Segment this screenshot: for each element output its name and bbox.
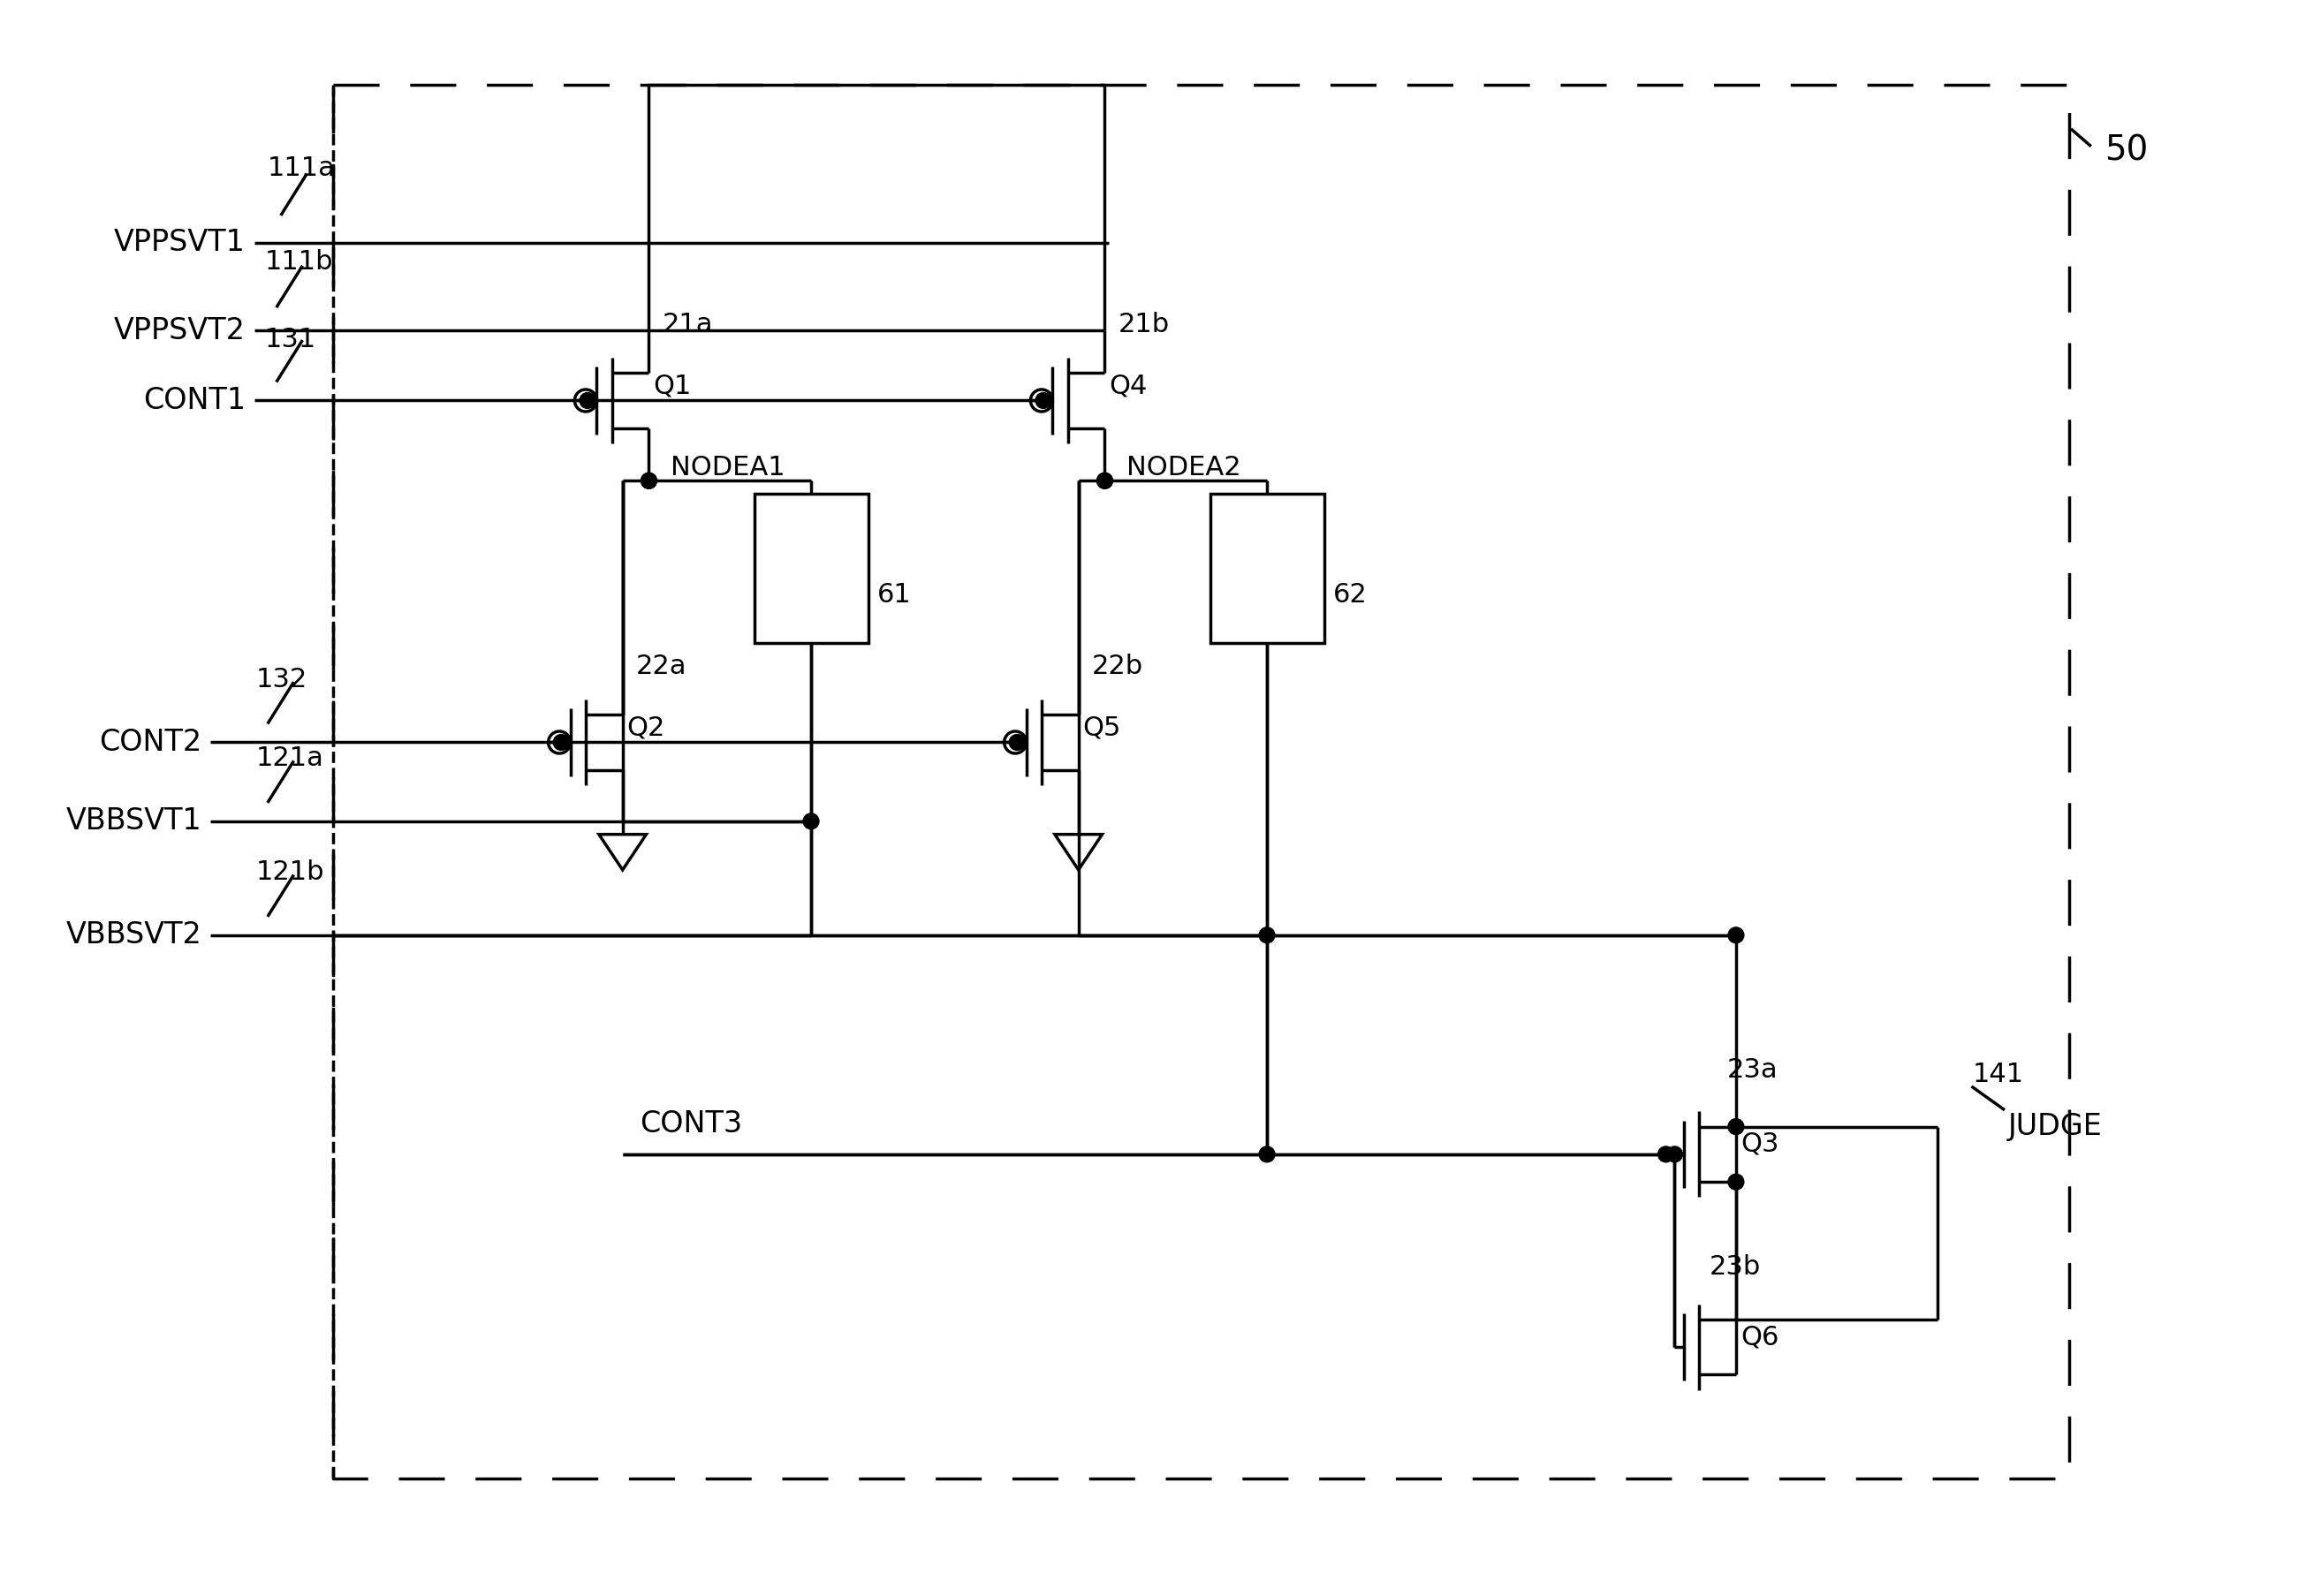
Text: 121a: 121a (257, 745, 324, 771)
Circle shape (1036, 393, 1052, 409)
Text: 121b: 121b (257, 859, 324, 884)
Circle shape (1258, 1146, 1274, 1162)
Text: 132: 132 (257, 667, 308, 693)
Circle shape (803, 814, 819, 828)
Text: 22a: 22a (636, 654, 687, 680)
Text: 141: 141 (1973, 1061, 2024, 1087)
Text: CONT3: CONT3 (641, 1109, 742, 1138)
Circle shape (1728, 1119, 1744, 1135)
Text: 23b: 23b (1709, 1254, 1760, 1280)
Circle shape (1658, 1146, 1675, 1162)
Circle shape (1096, 472, 1113, 488)
Circle shape (1668, 1146, 1682, 1162)
Circle shape (1728, 927, 1744, 943)
Circle shape (1728, 1175, 1744, 1189)
Text: VPPSVT1: VPPSVT1 (113, 228, 245, 257)
Text: 21b: 21b (1117, 311, 1170, 337)
Text: 111a: 111a (268, 155, 335, 180)
Text: Q1: Q1 (652, 373, 692, 399)
Bar (754, 493, 867, 643)
Text: VBBSVT1: VBBSVT1 (67, 806, 201, 836)
Circle shape (581, 393, 594, 409)
Text: NODEA2: NODEA2 (1126, 455, 1242, 480)
Text: 22b: 22b (1092, 654, 1143, 680)
Circle shape (1096, 472, 1113, 488)
Text: Q4: Q4 (1110, 373, 1147, 399)
Text: VBBSVT2: VBBSVT2 (65, 921, 201, 950)
Text: Q2: Q2 (627, 715, 666, 741)
Text: CONT2: CONT2 (99, 728, 201, 757)
Text: NODEA1: NODEA1 (671, 455, 786, 480)
Text: Q5: Q5 (1082, 715, 1122, 741)
Text: JUDGE: JUDGE (2008, 1112, 2103, 1141)
Text: 62: 62 (1332, 583, 1367, 608)
Circle shape (1008, 734, 1025, 750)
Text: VPPSVT2: VPPSVT2 (113, 316, 245, 345)
Circle shape (1258, 927, 1274, 943)
Text: 61: 61 (877, 583, 911, 608)
Bar (1210, 493, 1323, 643)
Text: 23a: 23a (1728, 1057, 1779, 1082)
Circle shape (641, 472, 657, 488)
Text: CONT1: CONT1 (143, 386, 245, 415)
Text: 50: 50 (2105, 134, 2149, 168)
Text: Q3: Q3 (1739, 1132, 1779, 1157)
Circle shape (553, 734, 569, 750)
Text: 21a: 21a (662, 311, 712, 337)
Text: 111b: 111b (266, 249, 333, 275)
Text: 131: 131 (266, 326, 317, 353)
Text: Q6: Q6 (1739, 1325, 1779, 1350)
Circle shape (641, 472, 657, 488)
